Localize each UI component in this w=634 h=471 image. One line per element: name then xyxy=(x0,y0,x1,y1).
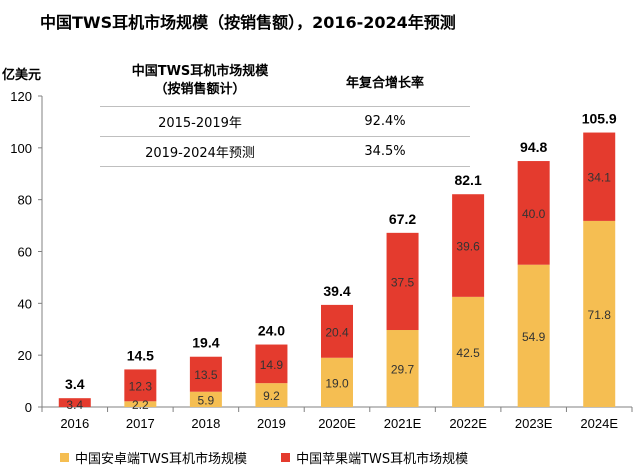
x-tick-label: 2022E xyxy=(449,416,487,431)
bar-total-label: 105.9 xyxy=(582,111,617,127)
bar-segment-android xyxy=(189,391,222,407)
bar-segment-apple xyxy=(452,194,485,297)
bar-label-apple: 20.4 xyxy=(325,325,349,339)
bar-total-label: 82.1 xyxy=(454,172,481,188)
chart-title: 中国TWS耳机市场规模（按销售额），2016-2024年预测 xyxy=(40,13,456,32)
x-tick-label: 2024E xyxy=(580,416,618,431)
bar-label-android: 5.9 xyxy=(198,393,215,407)
bar-segment-android xyxy=(386,330,419,407)
bar-label-android: 29.7 xyxy=(391,363,415,377)
bar-segment-android xyxy=(583,220,616,407)
cagr-table-header: 中国TWS耳机市场规模 （按销售额计） 年复合增长率 xyxy=(100,56,470,106)
cagr-table: 中国TWS耳机市场规模 （按销售额计） 年复合增长率 2015-2019年 92… xyxy=(100,56,470,167)
bar-total-label: 3.4 xyxy=(65,376,85,392)
bar-total-label: 24.0 xyxy=(258,323,285,339)
bar-label-apple: 40.0 xyxy=(522,207,546,221)
bar-segment-apple xyxy=(58,398,91,407)
cagr-period: 2015-2019年 xyxy=(158,116,242,131)
bar-segment-apple xyxy=(386,232,419,331)
y-tick-label: 60 xyxy=(18,245,32,260)
y-tick-label: 20 xyxy=(18,348,32,363)
legend-swatch-apple xyxy=(281,453,291,462)
bar-total-label: 14.5 xyxy=(127,347,154,363)
bar-total-label: 39.4 xyxy=(323,283,350,299)
bar-segment-android xyxy=(124,401,157,407)
bar-label-apple: 12.3 xyxy=(129,379,153,393)
bar-segment-apple xyxy=(189,356,222,392)
cagr-period: 2019-2024年预测 xyxy=(145,146,255,161)
bar-segment-apple xyxy=(321,304,353,358)
legend-swatch-android xyxy=(60,453,69,462)
bar-label-android: 9.2 xyxy=(263,389,280,403)
legend-item-android: 中国安卓端TWS耳机市场规模 xyxy=(60,448,247,467)
y-tick-label: 120 xyxy=(10,89,32,104)
bar-label-apple: 3.4 xyxy=(66,398,83,412)
cagr-row: 2019-2024年预测 34.5% xyxy=(100,136,470,167)
bar-segment-apple xyxy=(583,132,616,221)
legend-label-apple: 中国苹果端TWS耳机市场规模 xyxy=(296,452,469,467)
x-tick-label: 2017 xyxy=(126,416,155,431)
bar-label-apple: 14.9 xyxy=(260,358,284,372)
x-tick-label: 2019 xyxy=(257,416,286,431)
y-axis-unit: 亿美元 xyxy=(2,68,42,83)
bar-label-android: 71.8 xyxy=(588,308,612,322)
cagr-header-metric: 中国TWS耳机市场规模 （按销售额计） xyxy=(131,64,269,97)
cagr-header-rate: 年复合增长率 xyxy=(345,75,424,91)
legend-item-apple: 中国苹果端TWS耳机市场规模 xyxy=(281,448,468,467)
y-tick-label: 100 xyxy=(10,141,32,156)
bar-label-android: 2.2 xyxy=(132,398,149,412)
y-tick-label: 80 xyxy=(18,193,32,208)
bar-label-apple: 37.5 xyxy=(391,275,415,289)
bar-label-apple: 39.6 xyxy=(456,240,480,254)
cagr-rate: 92.4% xyxy=(364,114,406,129)
chart-legend: 中国安卓端TWS耳机市场规模 中国苹果端TWS耳机市场规模 xyxy=(60,448,468,467)
bar-total-label: 19.4 xyxy=(192,335,219,351)
bar-total-label: 67.2 xyxy=(389,211,416,227)
x-tick-label: 2021E xyxy=(384,416,422,431)
bar-segment-android xyxy=(321,357,353,407)
x-tick-label: 2023E xyxy=(515,416,553,431)
legend-label-android: 中国安卓端TWS耳机市场规模 xyxy=(75,452,248,467)
bar-segment-apple xyxy=(124,369,157,402)
bar-label-apple: 34.1 xyxy=(588,171,612,185)
x-tick-label: 2020E xyxy=(318,416,356,431)
bar-segment-apple xyxy=(517,161,550,265)
bar-segment-android xyxy=(517,264,550,407)
x-tick-label: 2018 xyxy=(191,416,220,431)
bar-label-apple: 13.5 xyxy=(194,368,218,382)
bar-label-android: 19.0 xyxy=(325,376,349,390)
bar-label-android: 42.5 xyxy=(456,346,480,360)
bar-segment-android xyxy=(255,383,288,407)
y-tick-label: 40 xyxy=(18,296,32,311)
bar-label-android: 54.9 xyxy=(522,330,546,344)
bar-segment-android xyxy=(452,296,485,407)
x-tick-label: 2016 xyxy=(60,416,89,431)
cagr-row: 2015-2019年 92.4% xyxy=(100,106,470,136)
y-tick-label: 0 xyxy=(25,400,32,415)
bar-segment-apple xyxy=(255,344,288,384)
bar-total-label: 94.8 xyxy=(520,139,547,155)
cagr-rate: 34.5% xyxy=(364,144,406,159)
